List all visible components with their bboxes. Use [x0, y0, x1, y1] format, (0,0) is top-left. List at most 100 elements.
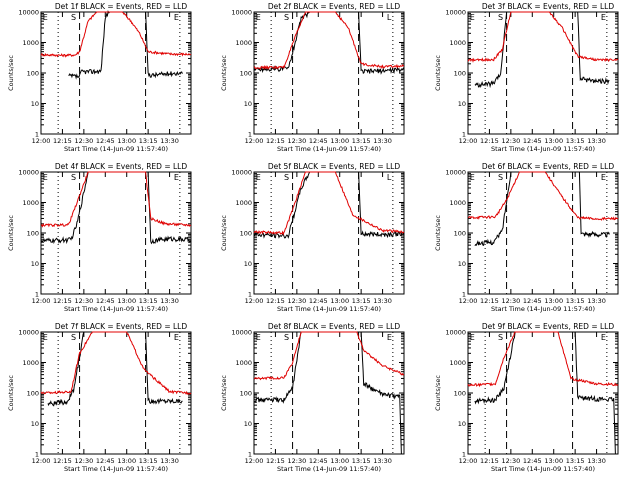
panel-det-4: Det 4f BLACK = Events, RED = LLD 1 10 100 10… — [7, 162, 192, 313]
series-lld — [467, 11, 619, 63]
x-tick-label: 12:45 — [309, 297, 328, 305]
interval-marker: E — [470, 173, 475, 182]
x-tick-label: 13:30 — [373, 457, 392, 465]
x-tick-label: 13:30 — [160, 137, 179, 145]
panel-title: Det 8f BLACK = Events, RED = LLD — [268, 322, 401, 331]
y-tick-label: 100 — [240, 230, 252, 238]
x-tick-label: 12:15 — [266, 297, 285, 305]
series-lld — [40, 11, 192, 58]
y-tick-label: 1000 — [22, 199, 39, 207]
interval-marker: L — [387, 173, 392, 182]
x-axis-label: Start Time (14-Jun-09 11:57:40) — [64, 465, 168, 473]
series-events — [68, 10, 183, 80]
series-lld — [253, 171, 405, 236]
y-axis-label: Counts/sec — [7, 215, 15, 251]
y-tick-label: 1 — [35, 451, 39, 459]
y-tick-label: 1 — [462, 451, 466, 459]
panel-det-7: Det 7f BLACK = Events, RED = LLD 1 10 100 10… — [7, 322, 192, 473]
x-tick-label: 13:15 — [352, 457, 371, 465]
y-tick-label: 10000 — [231, 9, 252, 17]
series-events — [474, 11, 610, 89]
y-tick-label: 100 — [27, 230, 39, 238]
panel-title: Det 7f BLACK = Events, RED = LLD — [55, 322, 188, 331]
x-tick-label: 12:30 — [287, 137, 306, 145]
panel-title: Det 4f BLACK = Events, RED = LLD — [55, 162, 188, 171]
panel-det-5: Det 5f BLACK = Events, RED = LLD 1 10 100 10… — [220, 162, 405, 313]
x-tick-label: 12:30 — [287, 457, 306, 465]
x-tick-label: 12:15 — [480, 137, 499, 145]
y-tick-label: 100 — [454, 230, 466, 238]
x-tick-label: 12:00 — [245, 457, 264, 465]
y-axis-label: Counts/sec — [434, 375, 442, 411]
y-tick-label: 10000 — [445, 169, 466, 177]
interval-marker: S — [498, 13, 503, 22]
y-tick-label: 10000 — [231, 169, 252, 177]
y-tick-label: 10000 — [445, 9, 466, 17]
interval-marker: E — [256, 13, 261, 22]
y-tick-label: 100 — [454, 70, 466, 78]
x-tick-label: 13:00 — [117, 137, 136, 145]
x-tick-label: 13:30 — [587, 457, 606, 465]
x-axis-label: Start Time (14-Jun-09 11:57:40) — [64, 145, 168, 153]
x-tick-label: 12:30 — [501, 137, 520, 145]
y-tick-label: 1000 — [22, 39, 39, 47]
x-tick-label: 12:45 — [96, 137, 115, 145]
y-tick-label: 1 — [35, 131, 39, 139]
y-axis-label: Counts/sec — [7, 55, 15, 91]
interval-marker: S — [71, 13, 76, 22]
interval-marker: E — [174, 13, 179, 22]
y-tick-label: 100 — [27, 390, 39, 398]
interval-marker: E — [43, 333, 48, 342]
panel-title: Det 2f BLACK = Events, RED = LLD — [268, 2, 401, 11]
x-tick-label: 12:45 — [96, 457, 115, 465]
x-tick-label: 13:00 — [117, 297, 136, 305]
x-tick-label: 13:00 — [544, 297, 563, 305]
x-tick-label: 12:30 — [287, 297, 306, 305]
panel-det-2: Det 2f BLACK = Events, RED = LLD 1 10 100 10… — [220, 2, 405, 153]
plot-frame — [467, 11, 619, 135]
x-tick-label: 12:15 — [53, 457, 72, 465]
panel-title: Det 9f BLACK = Events, RED = LLD — [482, 322, 615, 331]
x-tick-label: 13:15 — [352, 297, 371, 305]
x-tick-label: 12:45 — [523, 137, 542, 145]
y-tick-label: 10000 — [231, 329, 252, 337]
interval-marker: S — [284, 173, 289, 182]
x-tick-label: 13:00 — [330, 297, 349, 305]
y-tick-label: 100 — [240, 70, 252, 78]
y-axis-label: Counts/sec — [220, 375, 228, 411]
interval-marker: E — [601, 173, 606, 182]
y-tick-label: 1000 — [235, 199, 252, 207]
series-lld — [468, 171, 619, 221]
x-tick-label: 13:30 — [587, 137, 606, 145]
x-tick-label: 13:00 — [544, 457, 563, 465]
y-tick-label: 10 — [244, 420, 252, 428]
interval-marker: L — [387, 13, 392, 22]
plot-frame — [40, 171, 192, 295]
y-tick-label: 1 — [248, 451, 252, 459]
interval-marker: E — [470, 333, 475, 342]
interval-marker: E — [256, 333, 261, 342]
x-tick-label: 13:15 — [566, 457, 585, 465]
panel-title: Det 1f BLACK = Events, RED = LLD — [55, 2, 188, 11]
plot-frame — [40, 11, 192, 135]
y-tick-label: 1 — [35, 291, 39, 299]
y-axis-label: Counts/sec — [7, 375, 15, 411]
x-tick-label: 12:00 — [459, 297, 478, 305]
y-axis-label: Counts/sec — [220, 55, 228, 91]
x-axis-label: Start Time (14-Jun-09 11:57:40) — [277, 145, 381, 153]
x-tick-label: 12:15 — [480, 297, 499, 305]
interval-marker: E — [43, 13, 48, 22]
interval-marker: S — [71, 333, 76, 342]
x-tick-label: 12:00 — [32, 297, 51, 305]
y-tick-label: 1000 — [235, 359, 252, 367]
series-lld — [253, 331, 405, 381]
y-tick-label: 1000 — [235, 39, 252, 47]
x-tick-label: 13:15 — [139, 137, 158, 145]
interval-marker: E — [470, 13, 475, 22]
panel-det-8: Det 8f BLACK = Events, RED = LLD 1 10 100 10… — [220, 322, 405, 473]
series-events — [253, 171, 404, 239]
x-tick-label: 13:00 — [330, 137, 349, 145]
y-axis-label: Counts/sec — [434, 55, 442, 91]
x-axis-label: Start Time (14-Jun-09 11:57:40) — [64, 305, 168, 313]
panel-det-3: Det 3f BLACK = Events, RED = LLD 1 10 100 10… — [434, 2, 619, 153]
